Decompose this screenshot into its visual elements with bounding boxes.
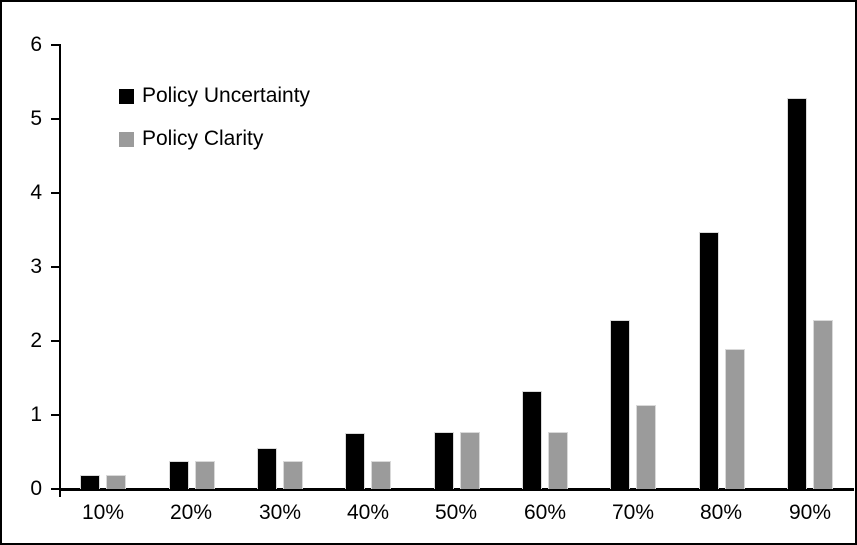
policy-clarity-bar-20%	[195, 461, 215, 489]
policy-clarity-bar-80%	[725, 349, 745, 489]
x-axis-line	[59, 488, 854, 491]
policy-uncertainty-bar-70%	[610, 320, 630, 489]
policy-uncertainty-bar-40%	[345, 433, 365, 489]
y-axis-tick-label: 6	[30, 33, 42, 56]
y-axis-tick	[51, 44, 59, 46]
policy-clarity-bar-10%	[106, 475, 126, 489]
y-axis-tick	[51, 192, 59, 194]
x-axis-label-50%: 50%	[434, 501, 478, 524]
y-axis-tick	[51, 340, 59, 342]
policy-uncertainty-bar-50%	[434, 432, 454, 489]
y-axis-tick-label: 4	[30, 181, 42, 204]
legend-swatch-policy-uncertainty	[119, 88, 134, 104]
x-axis-label-20%: 20%	[169, 501, 213, 524]
policy-clarity-bar-70%	[636, 405, 656, 489]
x-axis-label-10%: 10%	[81, 501, 125, 524]
legend-swatch-policy-clarity	[119, 131, 134, 147]
x-axis-label-30%: 30%	[258, 501, 302, 524]
legend-item-policy-clarity: Policy Clarity	[119, 128, 310, 150]
y-axis-tick	[51, 414, 59, 416]
policy-clarity-bar-60%	[548, 432, 568, 489]
y-axis-tick-label: 2	[30, 329, 42, 352]
policy-uncertainty-bar-80%	[699, 232, 719, 489]
legend-label-policy-uncertainty: Policy Uncertainty	[142, 84, 311, 107]
legend: Policy Uncertainty Policy Clarity	[119, 85, 310, 171]
y-axis-line	[59, 44, 61, 497]
x-axis-label-60%: 60%	[523, 501, 567, 524]
policy-uncertainty-bar-10%	[80, 475, 100, 489]
x-axis-label-40%: 40%	[346, 501, 390, 524]
y-axis-tick	[51, 488, 59, 490]
y-axis-tick	[51, 266, 59, 268]
legend-label-policy-clarity: Policy Clarity	[142, 127, 264, 150]
y-axis-tick-label: 1	[30, 403, 42, 426]
x-axis-label-70%: 70%	[611, 501, 655, 524]
policy-uncertainty-bar-60%	[522, 391, 542, 489]
policy-clarity-bar-30%	[283, 461, 303, 489]
policy-clarity-bar-50%	[460, 432, 480, 489]
legend-item-policy-uncertainty: Policy Uncertainty	[119, 85, 310, 107]
policy-uncertainty-bar-30%	[257, 448, 277, 489]
x-axis-label-80%: 80%	[699, 501, 743, 524]
policy-clarity-bar-40%	[371, 461, 391, 489]
policy-uncertainty-bar-90%	[787, 98, 807, 489]
policy-uncertainty-bar-20%	[169, 461, 189, 489]
y-axis-tick	[51, 118, 59, 120]
y-axis-tick-label: 3	[30, 255, 42, 278]
y-axis-tick-label: 5	[30, 107, 42, 130]
policy-clarity-bar-90%	[813, 320, 833, 489]
y-axis-tick-label: 0	[30, 477, 42, 500]
x-axis-label-90%: 90%	[788, 501, 832, 524]
